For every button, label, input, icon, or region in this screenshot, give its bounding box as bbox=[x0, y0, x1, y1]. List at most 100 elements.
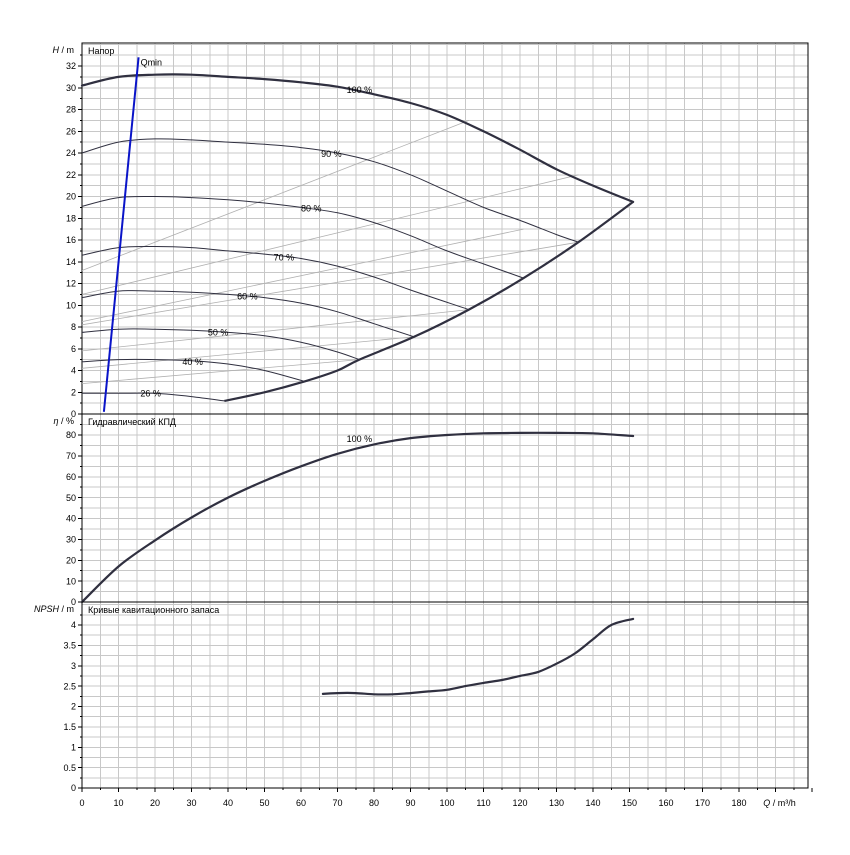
y-tick-label: 30 bbox=[66, 535, 76, 545]
y-tick-label: 40 bbox=[66, 514, 76, 524]
x-tick-label: 90 bbox=[405, 798, 415, 808]
y-tick-label: 2 bbox=[71, 387, 76, 397]
x-axis-unit: / m³/h bbox=[770, 798, 796, 808]
grid-npsh bbox=[82, 602, 808, 788]
iso-efficiency-lines bbox=[81, 120, 579, 384]
y-tick-label: 20 bbox=[66, 192, 76, 202]
speed-label: 50 % bbox=[208, 327, 229, 337]
grid-head bbox=[82, 43, 808, 414]
y-tick-label: 18 bbox=[66, 213, 76, 223]
y-tick-label: 3 bbox=[71, 661, 76, 671]
y-axis-unit: / % bbox=[58, 416, 74, 426]
y-axis-unit: / m bbox=[59, 604, 74, 614]
curve-head-80 bbox=[81, 195, 524, 279]
qmin-line bbox=[102, 57, 140, 412]
x-tick-label: 130 bbox=[549, 798, 564, 808]
y-tick-label: 2.5 bbox=[63, 681, 76, 691]
panel-title: Кривые кавитационного запаса bbox=[88, 605, 219, 615]
iso-efficiency-line bbox=[81, 359, 360, 384]
y-tick-label: 4 bbox=[71, 620, 76, 630]
speed-label: 26 % bbox=[140, 388, 161, 398]
y-tick-label: 2 bbox=[71, 702, 76, 712]
x-axis: 0 10 20 30 40 50 60 70 80 90 100 110 120 130 140 150 160… bbox=[79, 788, 813, 808]
x-tick-label: 50 bbox=[259, 798, 269, 808]
x-axis-symbol: Q bbox=[763, 798, 770, 808]
y-tick-label: 8 bbox=[71, 322, 76, 332]
iso-efficiency-line bbox=[81, 174, 579, 295]
speed-label: 80 % bbox=[301, 203, 322, 213]
y-tick-label: 60 bbox=[66, 472, 76, 482]
y-tick-label: 22 bbox=[66, 170, 76, 180]
curve-head-100 bbox=[80, 73, 635, 203]
speed-label: 70 % bbox=[274, 252, 295, 262]
y-tick-label: 24 bbox=[66, 148, 76, 158]
y-tick-label: 30 bbox=[66, 83, 76, 93]
panel-title: Гидравлический КПД bbox=[88, 417, 176, 427]
x-tick-label: 40 bbox=[223, 798, 233, 808]
iso-efficiency-line bbox=[81, 241, 579, 326]
iso-efficiency-line bbox=[81, 120, 470, 271]
x-tick-label: 0 bbox=[79, 798, 84, 808]
speed-label: 40 % bbox=[182, 357, 203, 367]
y-axis-symbol: NPSH bbox=[34, 604, 60, 614]
y-tick-label: 12 bbox=[66, 279, 76, 289]
y-axis-label: H / m bbox=[53, 45, 75, 55]
y-tick-label: 20 bbox=[66, 555, 76, 565]
y-tick-label: 1.5 bbox=[63, 722, 76, 732]
x-tick-label: 60 bbox=[296, 798, 306, 808]
curve-head-50 bbox=[81, 328, 360, 361]
speed-label: 90 % bbox=[321, 149, 342, 159]
x-tick-label: 70 bbox=[332, 798, 342, 808]
grid-efficiency bbox=[82, 413, 808, 602]
qmin-label: Qmin bbox=[141, 57, 163, 67]
y-axis-symbol: η bbox=[53, 416, 58, 426]
y-tick-label: 1 bbox=[71, 742, 76, 752]
curve-head-90 bbox=[81, 138, 579, 243]
x-tick-label: 140 bbox=[585, 798, 600, 808]
x-axis-label: Q / m³/h bbox=[763, 798, 796, 808]
x-tick-label: 150 bbox=[622, 798, 637, 808]
y-tick-label: 26 bbox=[66, 126, 76, 136]
panel-title: Напор bbox=[88, 46, 114, 56]
x-tick-label: 80 bbox=[369, 798, 379, 808]
y-tick-label: 80 bbox=[66, 430, 76, 440]
y-tick-label: 6 bbox=[71, 344, 76, 354]
x-tick-label: 120 bbox=[512, 798, 527, 808]
y-tick-label: 50 bbox=[66, 493, 76, 503]
panel-npsh: 0 0.5 1 1.5 2 2.5 3 3.5 4 NPSH / m Кривые кавитаци… bbox=[34, 601, 813, 808]
iso-efficiency-line bbox=[81, 228, 524, 322]
x-tick-label: 160 bbox=[658, 798, 673, 808]
y-tick-label: 70 bbox=[66, 451, 76, 461]
x-tick-label: 20 bbox=[150, 798, 160, 808]
y-tick-label: 10 bbox=[66, 576, 76, 586]
y-axis-symbol: H bbox=[53, 45, 60, 55]
y-axis-label: NPSH / m bbox=[34, 604, 74, 614]
curve-head-70 bbox=[81, 245, 470, 311]
x-tick-label: 30 bbox=[186, 798, 196, 808]
y-tick-label: 16 bbox=[66, 235, 76, 245]
y-tick-label: 0 bbox=[71, 783, 76, 793]
max-flow-limit-curve bbox=[224, 201, 634, 402]
x-tick-label: 110 bbox=[476, 798, 490, 808]
iso-efficiency-line bbox=[81, 309, 469, 352]
y-tick-label: 3.5 bbox=[63, 641, 76, 651]
y-axis-label: η / % bbox=[53, 416, 74, 426]
y-tick-label: 0.5 bbox=[63, 763, 76, 773]
curve-head-26 bbox=[82, 392, 225, 402]
speed-label: 100 % bbox=[347, 434, 373, 444]
panel-efficiency: 0 10 20 30 40 50 60 70 80 η / % Гидравлический КПД… bbox=[53, 413, 809, 607]
speed-label: 100 % bbox=[347, 85, 373, 95]
y-tick-label: 14 bbox=[66, 257, 76, 267]
y-tick-label: 28 bbox=[66, 105, 76, 115]
y-tick-label: 4 bbox=[71, 366, 76, 376]
curve-head-40 bbox=[81, 358, 305, 382]
y-tick-label: 0 bbox=[71, 409, 76, 419]
x-tick-label: 10 bbox=[113, 798, 123, 808]
x-tick-label: 100 bbox=[439, 798, 454, 808]
curve-head-60 bbox=[81, 290, 415, 338]
y-tick-label: 32 bbox=[66, 61, 76, 71]
iso-efficiency-line bbox=[81, 336, 415, 369]
